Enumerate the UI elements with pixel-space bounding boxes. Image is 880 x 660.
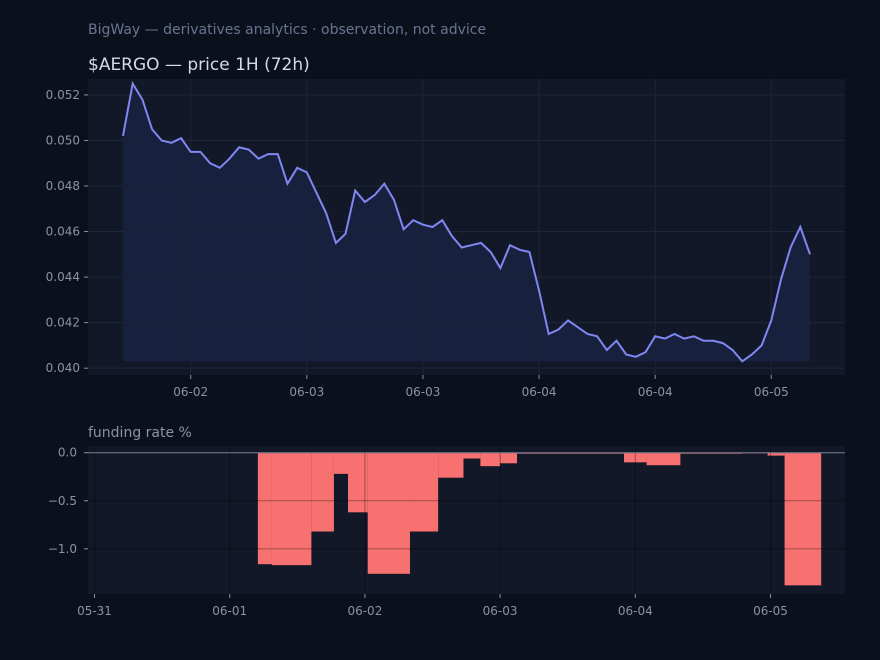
- funding-x-tick-label: 05-31: [77, 604, 112, 618]
- funding-bar: [348, 452, 368, 513]
- funding-bar: [271, 452, 312, 566]
- price-x-axis: 06-02 06-03 06-03 06-04 06-04 06-05: [173, 375, 789, 399]
- funding-x-tick-label: 06-05: [753, 604, 788, 618]
- funding-bar: [311, 452, 334, 532]
- price-x-tick-label: 06-05: [754, 385, 789, 399]
- price-x-tick-label: 06-03: [406, 385, 441, 399]
- funding-bar: [480, 452, 501, 467]
- price-y-tick-label: 0.044: [46, 270, 80, 284]
- price-y-tick-label: 0.042: [46, 316, 80, 330]
- price-y-tick-label: 0.040: [46, 361, 80, 375]
- price-x-tick-label: 06-04: [522, 385, 557, 399]
- funding-bar: [367, 452, 410, 574]
- price-y-tick-label: 0.048: [46, 179, 80, 193]
- price-area-fill: [123, 83, 810, 362]
- funding-x-tick-label: 06-03: [483, 604, 518, 618]
- chart-title: $AERGO — price 1H (72h): [88, 55, 310, 75]
- funding-bar: [784, 452, 822, 586]
- funding-bar: [333, 452, 348, 474]
- funding-plot-area: [88, 446, 845, 594]
- price-y-axis: 0.040 0.042 0.044 0.046 0.048 0.050 0.052: [46, 88, 88, 375]
- funding-y-tick-label: −0.5: [48, 494, 77, 508]
- funding-y-axis: 0.0 −0.5 −1.0: [48, 446, 88, 556]
- funding-x-tick-label: 06-04: [618, 604, 653, 618]
- funding-bar: [257, 452, 272, 565]
- funding-bar: [646, 452, 681, 466]
- price-chart: 0.040 0.042 0.044 0.046 0.048 0.050 0.052 06-0…: [46, 79, 845, 399]
- price-x-tick-label: 06-03: [289, 385, 324, 399]
- funding-bar: [409, 452, 439, 532]
- price-x-tick-label: 06-02: [173, 385, 208, 399]
- funding-bar: [500, 452, 517, 464]
- page-subtitle: BigWay — derivatives analytics · observa…: [88, 22, 486, 38]
- price-x-tick-label: 06-04: [638, 385, 673, 399]
- funding-bar: [463, 452, 481, 459]
- funding-bar: [767, 452, 785, 456]
- funding-bars: [257, 452, 822, 586]
- funding-bar: [624, 452, 647, 463]
- funding-x-axis: 05-31 06-01 06-02 06-03 06-04 06-05: [77, 594, 788, 618]
- funding-panel-label: funding rate %: [88, 425, 192, 441]
- price-line: [122, 80, 811, 363]
- price-y-tick-label: 0.052: [46, 88, 80, 102]
- funding-y-tick-label: 0.0: [58, 446, 77, 460]
- funding-bar: [438, 452, 464, 478]
- funding-y-tick-label: −1.0: [48, 542, 77, 556]
- funding-chart: 0.0 −0.5 −1.0 05-31 06-01 06-02 06-03 06-04 06-…: [48, 446, 845, 618]
- funding-x-tick-label: 06-02: [347, 604, 382, 618]
- price-y-tick-label: 0.050: [46, 133, 80, 147]
- funding-x-tick-label: 06-01: [212, 604, 247, 618]
- price-y-tick-label: 0.046: [46, 225, 80, 239]
